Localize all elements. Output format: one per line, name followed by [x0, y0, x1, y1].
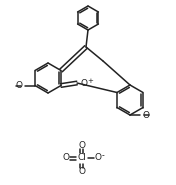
- Text: O: O: [78, 166, 86, 176]
- Text: O: O: [81, 78, 88, 88]
- Text: O: O: [15, 81, 22, 90]
- Text: -: -: [102, 152, 105, 161]
- Text: O: O: [95, 154, 102, 162]
- Text: Cl: Cl: [78, 154, 86, 162]
- Text: +: +: [87, 78, 93, 83]
- Text: O: O: [62, 154, 70, 162]
- Text: O: O: [143, 110, 150, 120]
- Text: O: O: [78, 140, 86, 149]
